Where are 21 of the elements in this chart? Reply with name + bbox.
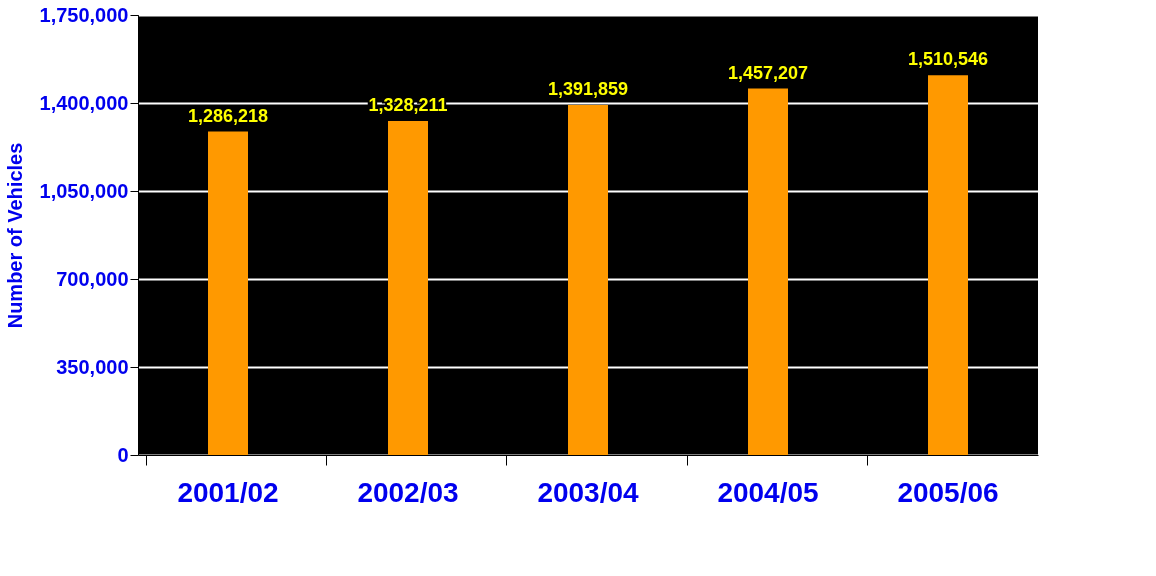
y-tick-label: 1,750,000	[39, 3, 129, 26]
y-tick-label: 1,400,000	[39, 91, 129, 114]
bar	[388, 121, 428, 455]
y-tick-label: 1,050,000	[39, 179, 129, 202]
data-label: 1,457,207	[727, 62, 809, 83]
data-label: 1,286,218	[187, 105, 269, 126]
x-tick-label: 2001/02	[177, 476, 279, 508]
x-tick-label: 2002/03	[357, 476, 459, 508]
y-axis-title: Number of Vehicles	[3, 142, 26, 329]
data-label: 1,391,859	[547, 79, 629, 100]
y-tick-label: 700,000	[56, 267, 129, 290]
y-tick-label: 350,000	[56, 355, 129, 378]
bar	[928, 75, 968, 455]
x-tick-label: 2005/06	[897, 476, 999, 508]
x-tick-label: 2004/05	[717, 476, 819, 508]
data-label: 1,510,546	[907, 49, 989, 70]
x-tick-label: 2003/04	[537, 476, 640, 508]
bar	[748, 88, 788, 455]
y-tick-label: 0	[117, 443, 129, 466]
bar	[208, 131, 248, 455]
bar	[568, 105, 608, 455]
